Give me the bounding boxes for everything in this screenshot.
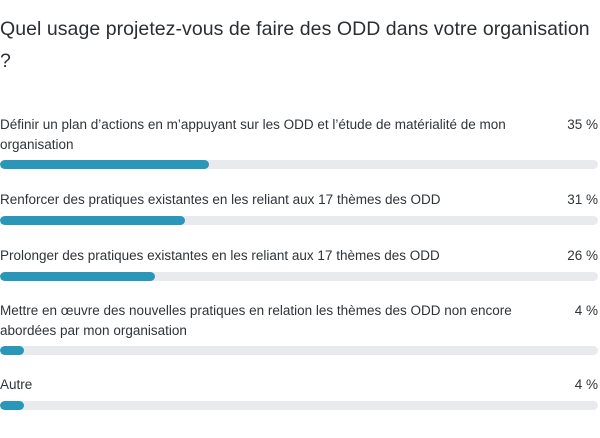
bar-track [0,160,598,169]
bar-fill [0,216,185,225]
answer-label: Autre [0,377,33,392]
answer-label: Mettre en œuvre des nouvelles pratiques … [0,303,512,338]
answer-option: Renforcer des pratiques existantes en le… [0,190,598,225]
bar-track [0,346,598,355]
answer-option: Autre 4 % [0,375,598,410]
bar-fill [0,272,155,281]
answer-option: Définir un plan d’actions en m’appuyant … [0,115,598,169]
bar-track [0,272,598,281]
bar-fill [0,401,24,410]
answer-option: Mettre en œuvre des nouvelles pratiques … [0,301,598,355]
bar-track [0,216,598,225]
answer-label: Renforcer des pratiques existantes en le… [0,192,441,207]
question-title: Quel usage projetez-vous de faire des OD… [0,18,590,72]
bar-track [0,401,598,410]
answer-percentage: 4 % [574,377,598,392]
answer-label: Prolonger des pratiques existantes en le… [0,248,440,263]
answer-percentage: 31 % [567,192,598,207]
answer-percentage: 26 % [567,248,598,263]
bar-fill [0,160,209,169]
answer-option: Prolonger des pratiques existantes en le… [0,246,598,281]
answer-label: Définir un plan d’actions en m’appuyant … [0,117,506,152]
answer-percentage: 35 % [567,117,598,132]
answer-percentage: 4 % [574,303,598,318]
bar-fill [0,346,24,355]
